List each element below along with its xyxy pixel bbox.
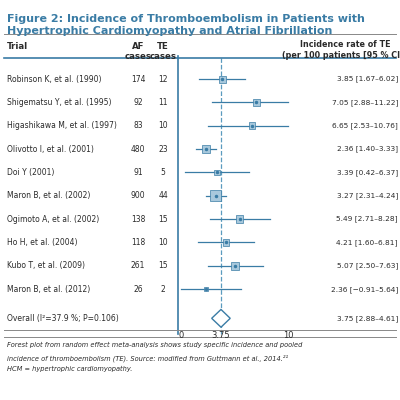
Bar [232, 262, 239, 270]
Text: Robinson K, et al. (1990): Robinson K, et al. (1990) [7, 74, 102, 84]
Bar [202, 145, 210, 153]
Text: Trial: Trial [7, 42, 28, 51]
Text: Higashikawa M, et al. (1997): Higashikawa M, et al. (1997) [7, 121, 117, 130]
Text: 7.05 [2.88–11.22]: 7.05 [2.88–11.22] [332, 99, 398, 106]
Text: 2.36 [1.40–3.33]: 2.36 [1.40–3.33] [337, 146, 398, 152]
Bar [218, 76, 226, 82]
Text: 480: 480 [131, 144, 145, 154]
Text: 4.21 [1.60–6.81]: 4.21 [1.60–6.81] [336, 239, 398, 246]
Text: 5.07 [2.50–7.63]: 5.07 [2.50–7.63] [337, 262, 398, 269]
Text: 12: 12 [158, 74, 168, 84]
Text: Incidence rate of TE: Incidence rate of TE [300, 40, 390, 49]
Text: Forest plot from random effect meta-analysis shows study specific incidence and : Forest plot from random effect meta-anal… [7, 342, 302, 348]
Text: 3.27 [2.31–4.24]: 3.27 [2.31–4.24] [337, 192, 398, 199]
Text: cases: cases [150, 52, 177, 61]
Bar [249, 122, 255, 129]
Text: incidence of thromboembolism (TE). Source: modified from Guttmann et al., 2014.²: incidence of thromboembolism (TE). Sourc… [7, 354, 288, 362]
Text: 92: 92 [133, 98, 143, 107]
Text: 11: 11 [158, 98, 168, 107]
Text: 3.75 [2.88–4.61]: 3.75 [2.88–4.61] [337, 315, 398, 322]
Text: 2: 2 [161, 285, 166, 294]
Text: 10: 10 [283, 332, 293, 340]
Text: 15: 15 [158, 215, 168, 224]
Bar [236, 215, 243, 223]
Text: Olivotto I, et al. (2001): Olivotto I, et al. (2001) [7, 144, 94, 154]
Text: 3.39 [0.42–6.37]: 3.39 [0.42–6.37] [337, 169, 398, 176]
Text: 0: 0 [178, 332, 184, 340]
Text: Maron B, et al. (2012): Maron B, et al. (2012) [7, 285, 90, 294]
Text: Kubo T, et al. (2009): Kubo T, et al. (2009) [7, 261, 85, 270]
Text: 10: 10 [158, 121, 168, 130]
Bar [210, 190, 221, 201]
Text: Maron B, et al. (2002): Maron B, et al. (2002) [7, 191, 90, 200]
Bar [214, 170, 220, 175]
Text: 261: 261 [131, 261, 145, 270]
Text: 15: 15 [158, 261, 168, 270]
Text: HCM = hypertrophic cardiomyopathy.: HCM = hypertrophic cardiomyopathy. [7, 366, 132, 372]
Text: Ogimoto A, et al. (2002): Ogimoto A, et al. (2002) [7, 215, 100, 224]
Polygon shape [212, 310, 230, 327]
Text: cases: cases [124, 52, 152, 61]
Text: TE: TE [157, 42, 169, 51]
Text: 3.85 [1.67–6.02]: 3.85 [1.67–6.02] [337, 76, 398, 82]
Text: 83: 83 [133, 121, 143, 130]
Text: 5.49 [2.71–8.28]: 5.49 [2.71–8.28] [336, 216, 398, 222]
Text: 900: 900 [131, 191, 145, 200]
Text: 174: 174 [131, 74, 145, 84]
Text: 10: 10 [158, 238, 168, 247]
Bar [253, 99, 260, 106]
Text: Shigematsu Y, et al. (1995): Shigematsu Y, et al. (1995) [7, 98, 112, 107]
Text: 3.75: 3.75 [212, 332, 230, 340]
Text: 44: 44 [158, 191, 168, 200]
Text: 6.65 [2.53–10.76]: 6.65 [2.53–10.76] [332, 122, 398, 129]
Text: 91: 91 [133, 168, 143, 177]
Text: 138: 138 [131, 215, 145, 224]
Text: 5: 5 [161, 168, 166, 177]
Text: 2.36 [−0.91–5.64]: 2.36 [−0.91–5.64] [331, 286, 398, 292]
Text: Overall (I²=37.9 %; P=0.106): Overall (I²=37.9 %; P=0.106) [7, 314, 119, 323]
Bar [204, 287, 208, 291]
Text: Doi Y (2001): Doi Y (2001) [7, 168, 54, 177]
Text: 118: 118 [131, 238, 145, 247]
Text: (per 100 patients [95 % CI]): (per 100 patients [95 % CI]) [282, 51, 400, 60]
Text: Ho H, et al. (2004): Ho H, et al. (2004) [7, 238, 78, 247]
Text: AF: AF [132, 42, 144, 51]
Text: 23: 23 [158, 144, 168, 154]
Text: Hypertrophic Cardiomyopathy and Atrial Fibrillation: Hypertrophic Cardiomyopathy and Atrial F… [7, 26, 332, 36]
Bar [223, 239, 229, 246]
Text: Figure 2: Incidence of Thromboembolism in Patients with: Figure 2: Incidence of Thromboembolism i… [7, 14, 365, 24]
Text: 26: 26 [133, 285, 143, 294]
